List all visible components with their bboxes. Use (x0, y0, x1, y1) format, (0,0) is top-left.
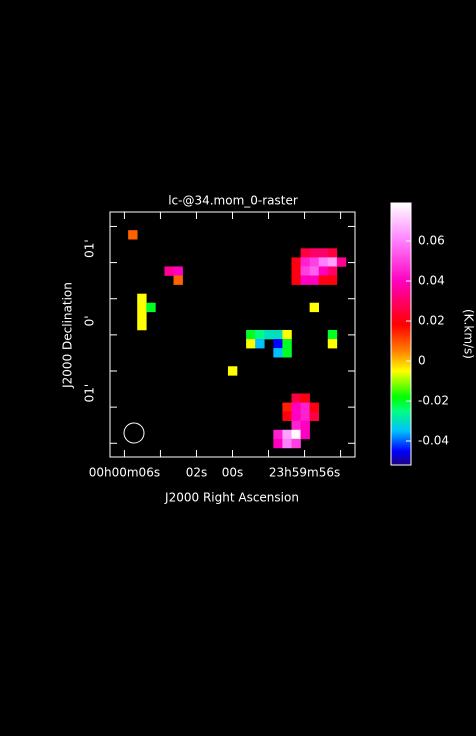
pixel (300, 275, 310, 285)
pixel (291, 438, 301, 449)
pixel (173, 266, 183, 276)
pixel (309, 402, 320, 412)
pixel (300, 248, 310, 258)
pixel (291, 257, 301, 267)
pixel (309, 275, 320, 285)
pixel (164, 266, 174, 276)
pixel (282, 411, 292, 422)
y-tick-label: 01' (83, 384, 97, 403)
pixel (309, 257, 320, 267)
colorbar-label: (K.km/s) (462, 309, 476, 359)
pixel (227, 366, 238, 376)
colorbar-tick-label: 0.02 (418, 314, 445, 328)
pixel (291, 402, 301, 412)
pixel (146, 302, 156, 313)
pixel (291, 266, 301, 276)
pixel (318, 275, 329, 285)
pixel (273, 329, 283, 340)
pixel (273, 438, 283, 449)
pixel (264, 329, 274, 340)
pixel (309, 302, 320, 313)
chart-title: lc-@34.mom_0-raster (168, 194, 298, 208)
pixel (300, 411, 310, 422)
pixel (273, 348, 283, 358)
pixel (128, 230, 138, 240)
x-tick-label: 23h59m56s (269, 466, 340, 480)
pixel (309, 411, 320, 422)
pixel (291, 393, 301, 403)
pixel (282, 339, 292, 349)
pixel (300, 257, 310, 267)
pixel (309, 248, 320, 258)
pixel (246, 329, 256, 340)
pixel (137, 311, 147, 322)
beam (123, 422, 145, 444)
pixel (255, 339, 265, 349)
pixel (137, 293, 147, 304)
x-tick-label: 00s (222, 466, 244, 480)
pixel (327, 248, 338, 258)
colorbar-tick-label: 0.06 (418, 234, 445, 248)
colorbar-tick-label: 0 (418, 354, 426, 368)
pixel (336, 257, 347, 267)
pixel (318, 248, 329, 258)
y-tick-label: 0' (83, 315, 97, 326)
pixel (300, 266, 310, 276)
pixel (309, 266, 320, 276)
pixel (327, 339, 338, 349)
pixel (291, 420, 301, 431)
pixel (300, 420, 310, 431)
pixel (300, 429, 310, 440)
pixel (273, 429, 283, 440)
colorbar (390, 202, 412, 466)
y-axis-label: J2000 Declination (61, 282, 75, 389)
pixel (255, 329, 265, 340)
y-tick-label: 01' (83, 239, 97, 258)
pixel (318, 266, 329, 276)
pixel (327, 329, 338, 340)
pixel (137, 302, 147, 313)
pixel (327, 275, 338, 285)
x-axis-label: J2000 Right Ascension (164, 491, 299, 505)
colorbar-tick-label: 0.04 (418, 274, 445, 288)
pixel (273, 339, 283, 349)
x-tick-label: 02s (186, 466, 208, 480)
pixel (300, 393, 310, 403)
pixel (173, 275, 183, 285)
colorbar-tick-label: -0.04 (418, 434, 449, 448)
pixel (282, 402, 292, 412)
pixel (282, 429, 292, 440)
pixel (291, 275, 301, 285)
x-tick-label: 00h00m06s (89, 466, 160, 480)
pixel (327, 257, 338, 267)
pixel (318, 257, 329, 267)
pixel (291, 429, 301, 440)
pixel (291, 411, 301, 422)
pixel (300, 402, 310, 412)
pixel (327, 266, 338, 276)
pixel (282, 348, 292, 358)
pixel (282, 438, 292, 449)
pixel (246, 339, 256, 349)
pixel (137, 320, 147, 331)
pixel (282, 329, 292, 340)
colorbar-tick-label: -0.02 (418, 394, 449, 408)
